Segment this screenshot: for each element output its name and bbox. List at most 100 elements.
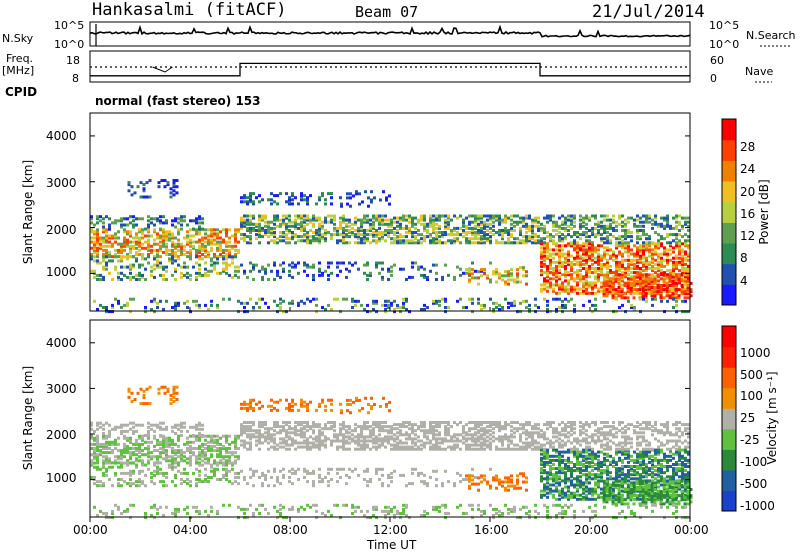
time-tick: 00:00 xyxy=(73,523,108,537)
velocity-cell xyxy=(372,431,375,435)
power-cell xyxy=(492,224,495,228)
power-cell xyxy=(249,297,252,301)
power-cell xyxy=(166,181,170,185)
power-cell xyxy=(270,231,273,234)
velocity-cell xyxy=(435,447,438,451)
power-cell xyxy=(93,251,96,254)
power-cell xyxy=(585,226,588,230)
power-cell xyxy=(183,253,186,256)
power-cell xyxy=(105,255,108,259)
power-cell xyxy=(384,299,387,303)
velocity-cell xyxy=(294,441,297,445)
power-cell xyxy=(198,246,201,250)
power-cell xyxy=(147,255,150,259)
power-cell xyxy=(501,220,504,224)
power-cell xyxy=(453,226,456,230)
velocity-cell xyxy=(474,437,477,441)
power-cell xyxy=(564,256,567,260)
velocity-cell xyxy=(207,457,210,461)
power-cell xyxy=(540,260,543,264)
power-cell xyxy=(605,294,609,298)
power-cell xyxy=(207,255,210,259)
power-cell xyxy=(657,275,660,279)
power-cell xyxy=(180,244,183,248)
velocity-cell xyxy=(375,469,378,473)
power-cell xyxy=(159,261,162,265)
power-cell xyxy=(630,260,633,264)
power-cell xyxy=(105,238,108,242)
power-cell xyxy=(663,252,666,256)
power-cell xyxy=(111,310,114,314)
power-cell xyxy=(288,269,291,273)
power-cell xyxy=(579,291,582,295)
power-cell xyxy=(411,224,414,228)
power-cell xyxy=(684,269,687,273)
velocity-cell xyxy=(142,395,146,399)
velocity-cell xyxy=(204,447,207,450)
power-cell xyxy=(609,233,612,237)
power-cell xyxy=(663,277,666,281)
velocity-cell xyxy=(471,433,474,437)
power-cell xyxy=(597,262,600,266)
velocity-cell xyxy=(396,437,399,441)
power-cell xyxy=(141,228,144,232)
power-cell xyxy=(549,237,552,241)
power-cell xyxy=(171,255,174,259)
power-cell xyxy=(387,303,390,307)
velocity-cell xyxy=(216,434,219,438)
power-cell xyxy=(555,267,558,270)
power-cell xyxy=(330,220,333,224)
power-cell xyxy=(603,218,606,222)
velocity-cell xyxy=(168,463,171,467)
power-cell xyxy=(132,244,135,248)
power-cell xyxy=(648,283,651,287)
power-cell xyxy=(120,219,123,223)
velocity-cell xyxy=(375,421,378,424)
power-cell xyxy=(180,265,183,269)
power-cell xyxy=(597,233,600,237)
power-cell xyxy=(318,239,321,243)
velocity-cell xyxy=(108,457,111,461)
power-cell xyxy=(120,251,123,254)
velocity-cell xyxy=(156,465,159,469)
power-cell xyxy=(576,271,579,275)
power-cell xyxy=(648,267,651,270)
velocity-cell xyxy=(99,421,102,425)
velocity-cell xyxy=(429,447,432,451)
velocity-cell xyxy=(144,453,147,457)
power-cell xyxy=(357,241,360,245)
power-cell xyxy=(630,231,633,234)
power-cell xyxy=(570,287,573,291)
power-cell xyxy=(495,280,498,284)
power-cell xyxy=(288,224,291,228)
velocity-cell xyxy=(126,471,129,475)
power-cell xyxy=(626,288,630,292)
time-tick: 12:00 xyxy=(373,523,408,537)
velocity-cell xyxy=(288,421,291,424)
velocity-cell xyxy=(249,433,252,437)
power-cell xyxy=(492,214,495,218)
velocity-cell xyxy=(513,431,516,435)
power-cell xyxy=(117,219,120,223)
power-cell xyxy=(402,306,405,309)
velocity-cell xyxy=(432,433,435,437)
power-cell xyxy=(648,248,651,252)
velocity-cell xyxy=(144,434,147,437)
velocity-cell xyxy=(120,463,123,467)
power-cell xyxy=(659,290,663,294)
velocity-cell xyxy=(192,425,195,429)
velocity-cell xyxy=(480,433,483,437)
velocity-cell xyxy=(219,449,222,453)
power-cell xyxy=(303,198,306,202)
power-cell xyxy=(606,224,609,228)
power-cell xyxy=(579,273,582,277)
velocity-cell xyxy=(138,423,141,427)
power-cell xyxy=(687,275,690,279)
power-cell xyxy=(336,226,339,230)
power-cell xyxy=(375,299,378,303)
power-cell xyxy=(552,260,555,264)
power-cell xyxy=(96,221,99,225)
power-cell xyxy=(333,218,336,222)
power-cell xyxy=(162,236,165,240)
power-cell xyxy=(318,269,321,273)
